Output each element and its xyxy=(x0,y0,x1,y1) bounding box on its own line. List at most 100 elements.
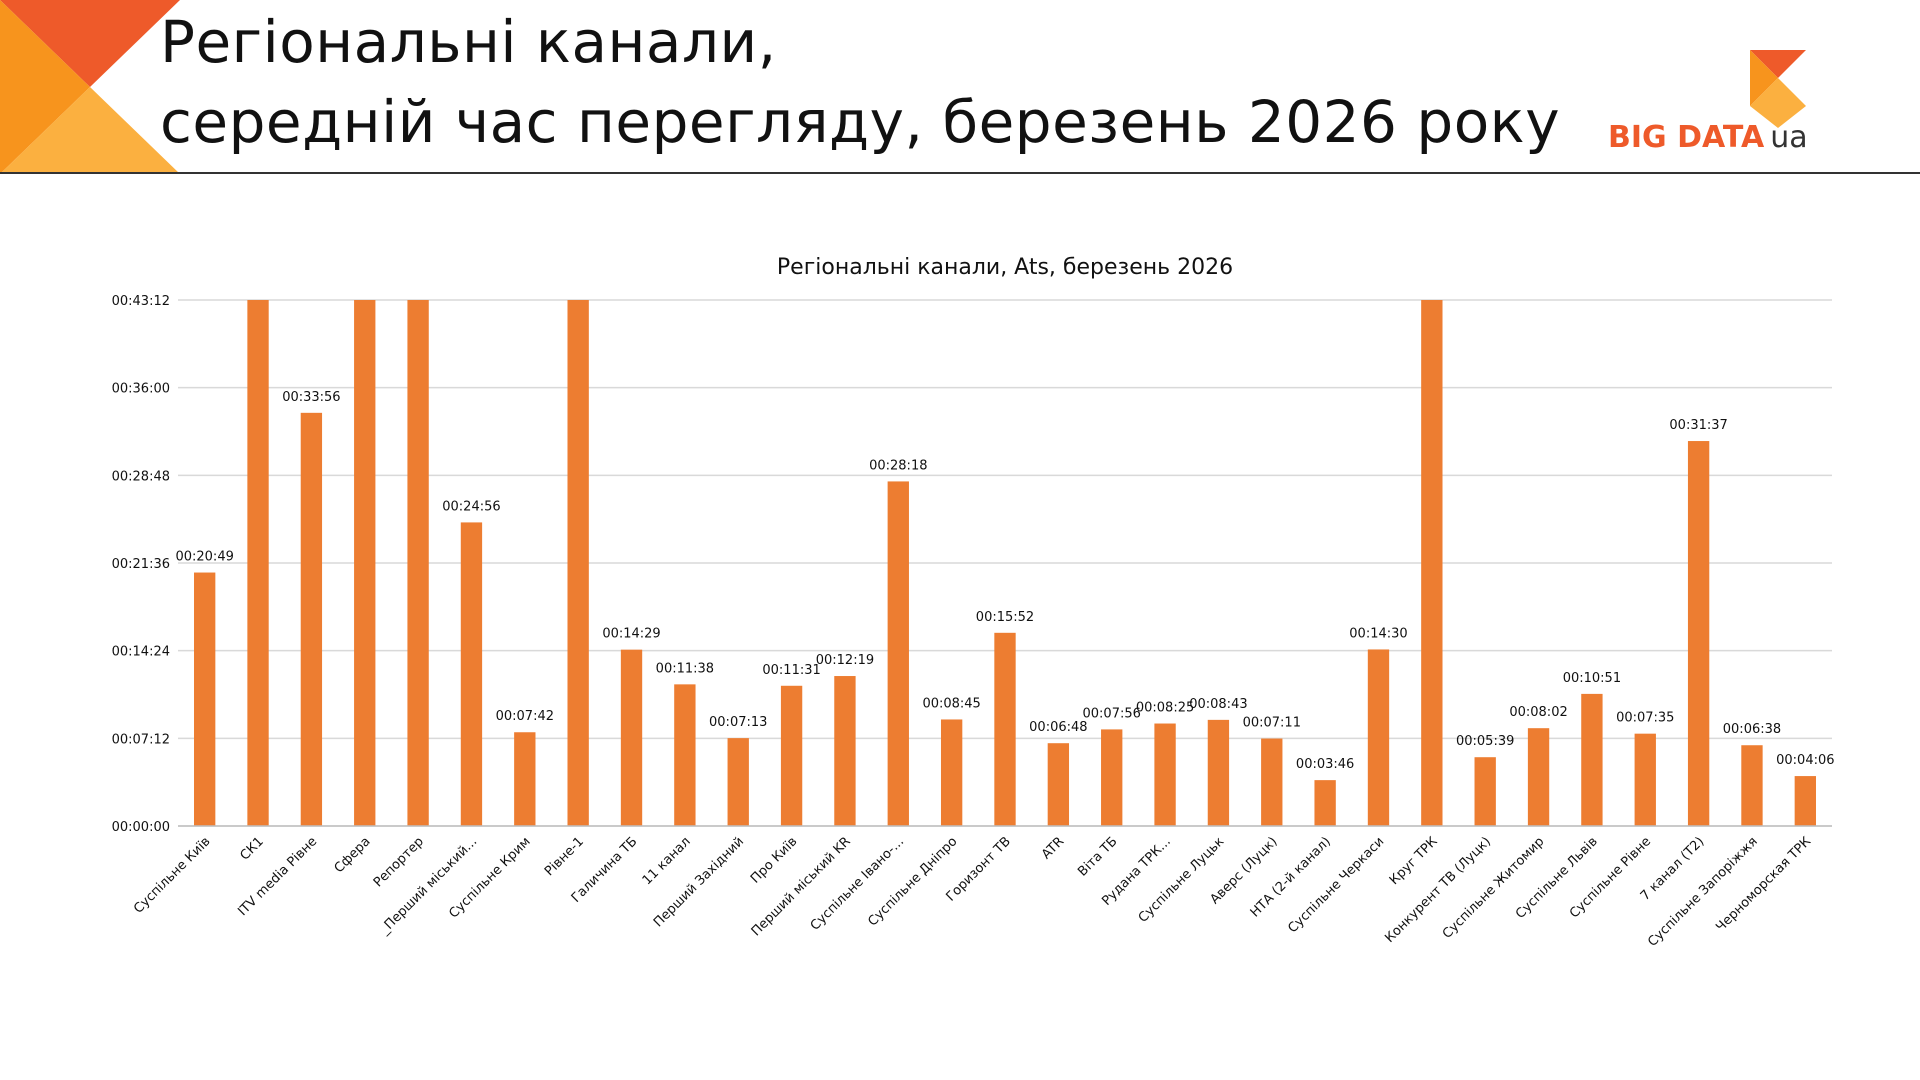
data-label: 00:10:51 xyxy=(1563,671,1621,686)
x-tick-label: Суспільне Запоріжжя xyxy=(1645,834,1761,950)
bar xyxy=(1527,728,1550,826)
bar xyxy=(940,719,963,826)
bar xyxy=(1687,441,1710,826)
data-label: 00:14:30 xyxy=(1349,626,1407,641)
corner-triangle-bottom xyxy=(0,87,180,174)
data-label: 00:28:18 xyxy=(869,458,927,473)
chart-data-labels: 00:20:49 00:33:56 00:24:56 00:07:42 00:14:29… xyxy=(175,390,1834,772)
bar xyxy=(620,649,643,826)
y-tick-label: 00:07:12 xyxy=(112,732,170,747)
x-tick-label: Суспільне Дніпро xyxy=(865,834,960,929)
x-tick-label: Перший Західний xyxy=(651,834,747,930)
x-tick-label: Віта ТБ xyxy=(1075,834,1120,879)
y-tick-label: 00:21:36 xyxy=(112,557,170,572)
big-data-logo-mark xyxy=(1750,50,1806,128)
data-label: 00:31:37 xyxy=(1669,418,1727,433)
bar xyxy=(1474,757,1496,826)
bar xyxy=(514,732,536,826)
bar xyxy=(1101,729,1123,826)
bar xyxy=(194,572,216,826)
bar xyxy=(1261,738,1283,826)
data-label: 00:33:56 xyxy=(282,390,340,405)
data-label: 00:07:11 xyxy=(1243,716,1301,731)
data-label: 00:11:31 xyxy=(762,663,820,678)
bar xyxy=(1794,776,1816,826)
x-tick-label: Суспільне Житомир xyxy=(1440,834,1548,942)
data-label: 00:06:48 xyxy=(1029,720,1087,735)
data-label: 00:11:38 xyxy=(656,661,714,676)
x-tick-label: Сфера xyxy=(332,834,374,876)
y-tick-label: 00:43:12 xyxy=(112,294,170,309)
bar-chart: Регіональні канали, Ats, березень 2026 0… xyxy=(112,255,1835,950)
data-label: 00:04:06 xyxy=(1776,753,1834,768)
chart-title: Регіональні канали, Ats, березень 2026 xyxy=(777,255,1233,280)
logo-ua-text: ua xyxy=(1770,120,1808,155)
y-tick-label: 00:00:00 xyxy=(112,820,170,835)
bar xyxy=(1047,743,1070,826)
x-tick-label: ATR xyxy=(1039,834,1067,862)
x-tick-label: Суспільне Київ xyxy=(131,834,213,916)
bar xyxy=(834,676,856,826)
x-tick-label: Круг ТРК xyxy=(1387,834,1441,888)
x-tick-label: Суспільне Черкаси xyxy=(1285,834,1387,936)
x-tick-label: Рівне-1 xyxy=(542,834,587,879)
bar xyxy=(1367,649,1390,826)
bar xyxy=(1154,723,1176,826)
x-tick-label: Черноморская ТРК xyxy=(1713,834,1814,935)
page-title: Регіональні канали, середній час перегля… xyxy=(160,2,1560,162)
data-label: 00:14:29 xyxy=(602,627,660,642)
bar xyxy=(1741,745,1763,826)
x-tick-label: Конкурент ТВ (Луцк) xyxy=(1382,834,1494,946)
bar xyxy=(887,481,909,826)
data-label: 00:08:45 xyxy=(922,696,980,711)
y-tick-label: 00:36:00 xyxy=(112,382,170,397)
big-data-logo: BIG DATA ua xyxy=(1608,120,1808,155)
bar xyxy=(300,412,323,826)
x-tick-label: Про Київ xyxy=(748,834,800,886)
data-label: 00:03:46 xyxy=(1296,757,1354,772)
logo-shape-middle xyxy=(1750,50,1778,106)
data-label: 00:08:25 xyxy=(1136,701,1194,716)
bar xyxy=(354,300,376,826)
bar xyxy=(567,300,589,826)
data-label: 00:07:56 xyxy=(1083,706,1141,721)
bar xyxy=(674,684,696,826)
data-label: 00:07:42 xyxy=(496,709,554,724)
y-tick-label: 00:14:24 xyxy=(112,645,170,660)
corner-decoration xyxy=(0,0,180,174)
bar xyxy=(1634,733,1656,826)
bar xyxy=(247,300,269,826)
x-tick-label: 11 канал xyxy=(640,834,694,888)
x-tick-label: _Перший міський... xyxy=(376,834,480,938)
data-label: 00:06:38 xyxy=(1723,722,1781,737)
bar xyxy=(1314,780,1336,826)
bar xyxy=(460,522,483,826)
page-title-line-1: Регіональні канали, xyxy=(160,8,777,76)
data-label: 00:12:19 xyxy=(816,653,874,668)
data-label: 00:08:02 xyxy=(1509,705,1567,720)
logo-big-data-text: BIG DATA xyxy=(1608,120,1765,155)
logo-shape-bottom xyxy=(1750,78,1806,128)
x-tick-label: Репортер xyxy=(371,834,427,890)
y-tick-label: 00:28:48 xyxy=(112,469,170,484)
x-tick-label: Перший міський KR xyxy=(749,834,854,939)
bar xyxy=(1207,719,1230,826)
chart-bars xyxy=(194,300,1816,826)
corner-triangle-top xyxy=(0,0,180,87)
data-label: 00:15:52 xyxy=(976,610,1034,625)
bar xyxy=(1421,300,1443,826)
page-title-line-2: середній час перегляду, березень 2026 ро… xyxy=(160,88,1561,156)
x-tick-label: Суспільне Івано-... xyxy=(808,834,907,933)
data-label: 00:20:49 xyxy=(175,550,233,565)
chart-y-axis: 00:00:00 00:07:12 00:14:24 00:21:36 00:28:48… xyxy=(112,294,170,835)
data-label: 00:07:13 xyxy=(709,715,767,730)
data-label: 00:08:43 xyxy=(1189,697,1247,712)
bar xyxy=(1581,693,1603,826)
data-label: 00:24:56 xyxy=(442,499,500,514)
header-divider xyxy=(0,172,1920,174)
data-label: 00:07:35 xyxy=(1616,711,1674,726)
bar xyxy=(994,632,1016,826)
bar xyxy=(407,300,429,826)
x-tick-label: СК1 xyxy=(237,834,266,863)
